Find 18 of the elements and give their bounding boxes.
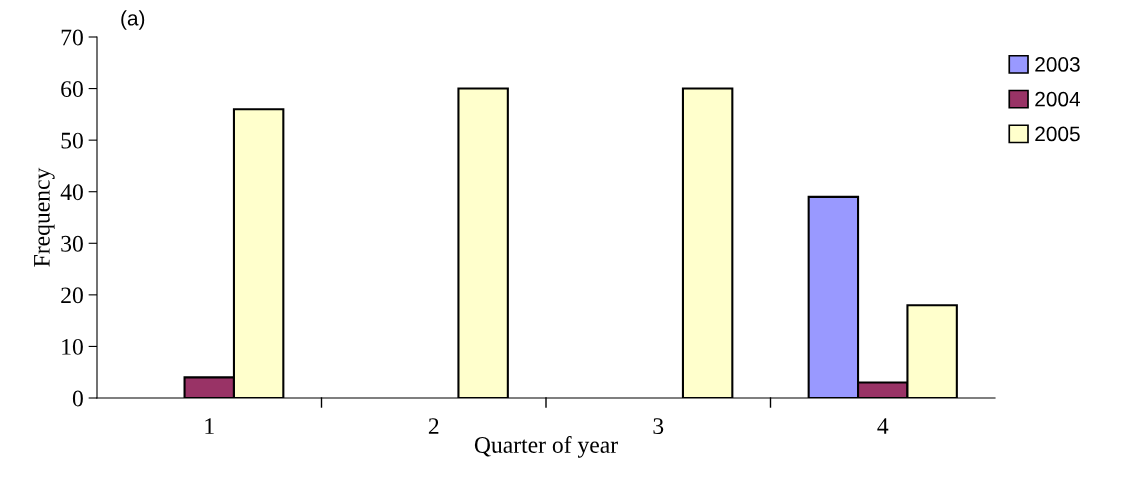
text: (a) xyxy=(121,10,145,30)
x-tick-label: 3 xyxy=(653,418,664,435)
y-tick-label: 50 xyxy=(61,132,83,149)
x-tick-label: 1 xyxy=(205,418,214,434)
y-tick-label: 30 xyxy=(61,235,83,252)
legend-label: 2005 xyxy=(1035,126,1080,142)
y-tick-label: 0 xyxy=(72,390,83,407)
legend-label: 2004 xyxy=(1035,91,1080,107)
y-axis-title: Frequency xyxy=(34,167,55,267)
x-tick-label: 2 xyxy=(428,418,439,434)
y-tick-label: 10 xyxy=(62,338,83,355)
y-tick-label: 70 xyxy=(61,29,83,46)
legend-label: 2003 xyxy=(1035,57,1080,72)
y-tick-label: 60 xyxy=(61,81,83,97)
x-tick-label: 4 xyxy=(877,418,889,434)
y-tick-label: 20 xyxy=(61,287,83,304)
y-tick-label: 40 xyxy=(60,184,83,201)
x-axis-title: Quarter of year xyxy=(474,436,618,458)
